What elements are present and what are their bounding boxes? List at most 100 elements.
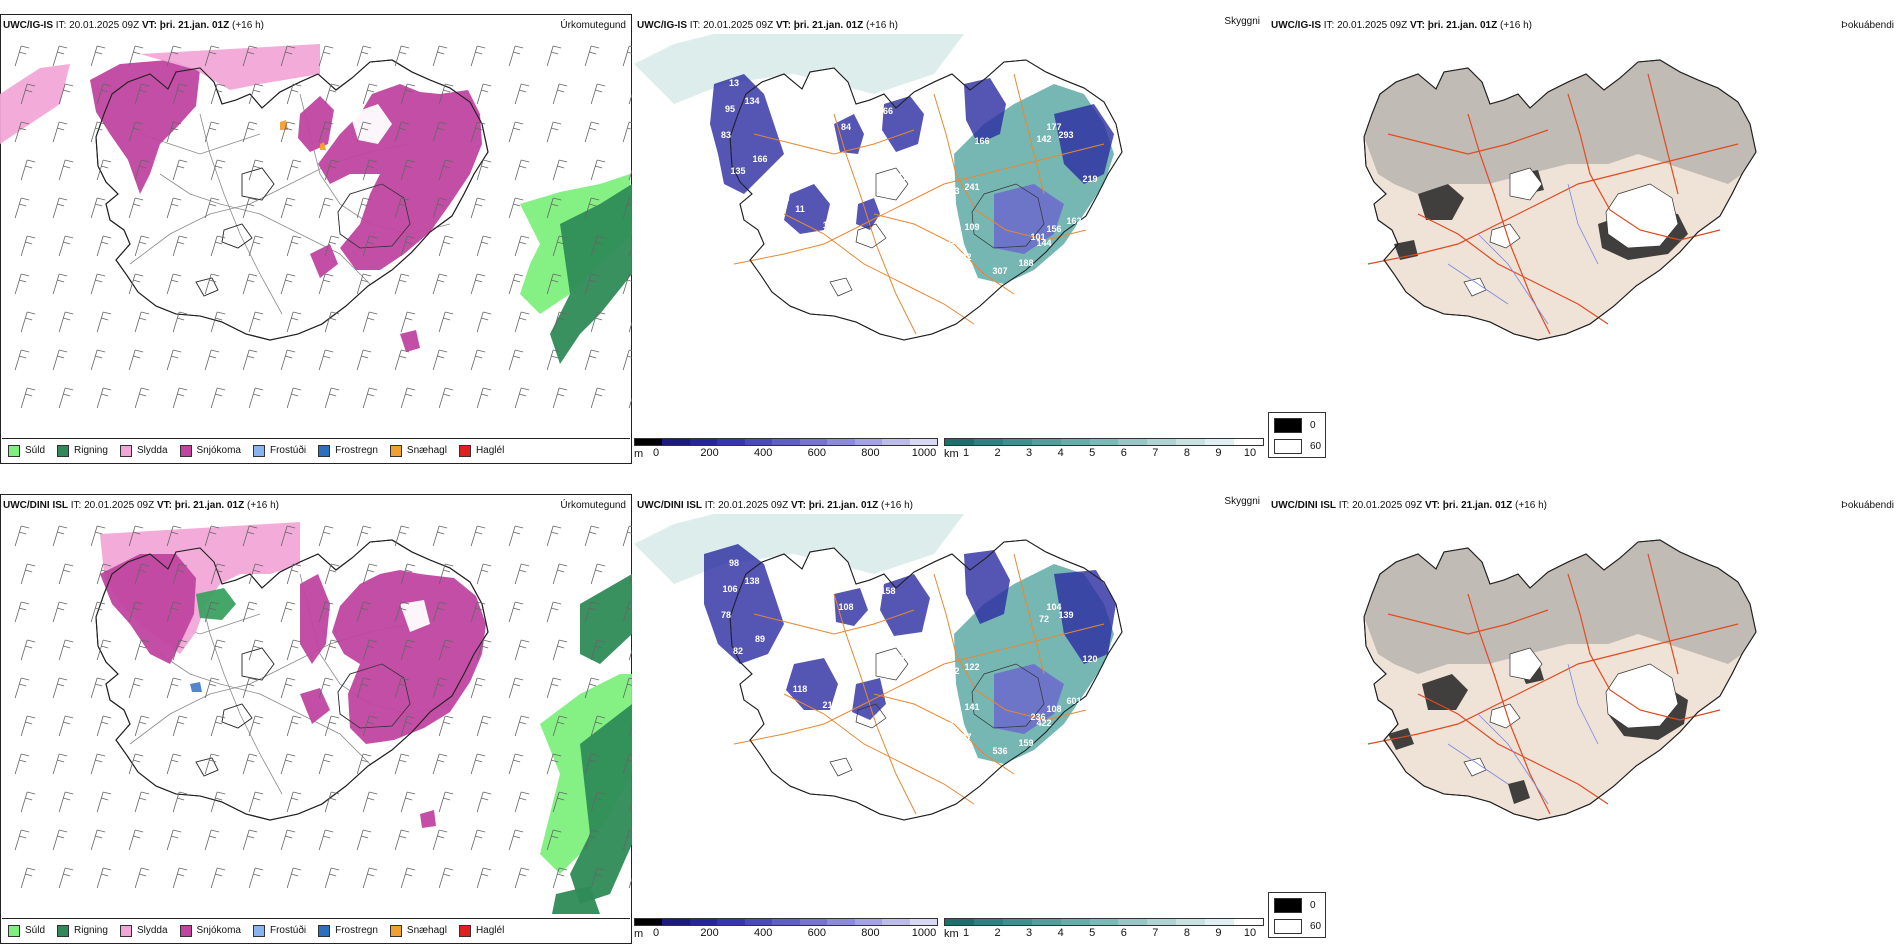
wind-barb-staff	[546, 753, 554, 775]
wind-barb-flag	[329, 645, 337, 649]
wind-barb-flag	[363, 601, 372, 605]
wind-barb	[508, 121, 524, 143]
wind-barb-staff	[20, 715, 28, 737]
cloud-base-label: 207	[956, 732, 971, 742]
wind-barb	[172, 639, 188, 661]
glacier-outline	[241, 167, 275, 201]
wind-barb	[590, 235, 606, 257]
wind-barb-staff	[470, 121, 478, 143]
wind-barb-flag	[59, 525, 68, 529]
wind-barb	[204, 197, 220, 219]
wind-barb-staff	[552, 867, 560, 889]
wind-barb-flag	[19, 683, 27, 687]
wind-barb-flag	[329, 165, 337, 169]
glacier-outline	[337, 663, 411, 729]
wind-barb	[52, 121, 68, 143]
wind-barb-flag	[27, 83, 36, 87]
model-name: UWC/DINI ISL	[1271, 500, 1336, 511]
wind-barb-flag	[249, 349, 258, 353]
wind-barb-flag	[141, 867, 150, 871]
wind-barb-staff	[58, 867, 66, 889]
cloud-base-label: 89	[755, 634, 765, 644]
wind-barb	[134, 235, 150, 257]
height-colorbar-segment	[744, 439, 773, 445]
wind-barb	[622, 45, 632, 67]
height-colorbar-segment	[717, 919, 745, 925]
wind-barb-flag	[589, 607, 597, 611]
wind-barb-flag	[25, 393, 33, 397]
wind-barb-staff	[242, 197, 250, 219]
wind-barb-flag	[521, 791, 530, 795]
wind-barb	[394, 121, 410, 143]
wind-barb-staff	[470, 273, 478, 295]
wind-barb-staff	[324, 235, 332, 257]
wind-barb-staff	[628, 877, 632, 889]
wind-barb-flag	[255, 235, 264, 239]
wind-barb-flag	[133, 759, 141, 763]
wind-barb-staff	[90, 273, 98, 295]
glacier-outline	[875, 167, 909, 201]
wind-barb-flag	[407, 639, 416, 643]
wind-barb	[286, 867, 302, 889]
height-colorbar-segment	[635, 919, 663, 925]
wind-barb	[400, 311, 416, 333]
coastline	[95, 539, 489, 821]
wind-barb	[584, 349, 600, 371]
wind-barb	[134, 639, 150, 661]
wind-barb	[166, 753, 182, 775]
road-line	[199, 113, 283, 315]
wind-barb-flag	[135, 525, 144, 529]
wind-barb-flag	[323, 279, 331, 283]
wind-barb-flag	[249, 525, 258, 529]
fog-indicator-area	[1364, 540, 1756, 674]
wind-barb-flag	[597, 311, 606, 315]
wind-barb	[210, 235, 226, 257]
wind-barb-flag	[59, 677, 68, 681]
wind-barb-flag	[595, 721, 603, 725]
wind-barb-flag	[519, 873, 527, 877]
wind-barb-flag	[405, 393, 413, 397]
wind-barb-flag	[291, 317, 299, 321]
wind-barb-flag	[331, 791, 340, 795]
wind-barb-flag	[95, 355, 103, 359]
cloud-base-label: 80	[891, 638, 901, 648]
wind-barb	[242, 829, 258, 851]
wind-barb-staff	[590, 639, 598, 661]
wind-barb-flag	[627, 51, 632, 54]
wind-barb	[552, 159, 568, 181]
road-line	[933, 93, 1087, 241]
wind-barb-flag	[139, 241, 147, 245]
wind-barb-staff	[286, 639, 294, 661]
precip-legend-swatch	[318, 924, 331, 937]
visibility-colorbar-tick: 6	[1120, 447, 1127, 459]
wind-barb-flag	[179, 563, 188, 567]
wind-barb-flag	[103, 639, 112, 643]
wind-barb-flag	[135, 45, 144, 49]
precip-legend-label: Frostúði	[269, 445, 307, 456]
wind-barb-flag	[557, 721, 565, 725]
wind-barb-flag	[209, 127, 217, 131]
height-colorbar-segment	[799, 919, 828, 925]
wind-barb-staff	[394, 677, 402, 699]
wind-barb	[204, 601, 220, 623]
wind-barb-flag	[331, 563, 340, 567]
wind-barb	[628, 93, 632, 105]
wind-barb-staff	[476, 563, 484, 585]
cloud-base-label: 219	[1082, 174, 1097, 184]
cloud-base-label: 116	[775, 194, 790, 204]
wind-barb-flag	[247, 355, 255, 359]
wind-barb	[546, 45, 562, 67]
wind-barb-staff	[280, 677, 288, 699]
wind-barb	[96, 791, 112, 813]
wind-barb	[286, 563, 302, 585]
it-label: IT:	[1323, 20, 1335, 31]
wind-barb-flag	[217, 867, 226, 871]
wind-barb	[362, 159, 378, 181]
wind-barb-staff	[584, 677, 592, 699]
wind-barb-flag	[367, 797, 375, 801]
wind-barb-staff	[166, 121, 174, 143]
wind-barb-flag	[255, 715, 264, 719]
wind-barb	[58, 563, 74, 585]
road-line	[1467, 593, 1551, 815]
wind-barb-flag	[483, 159, 492, 163]
